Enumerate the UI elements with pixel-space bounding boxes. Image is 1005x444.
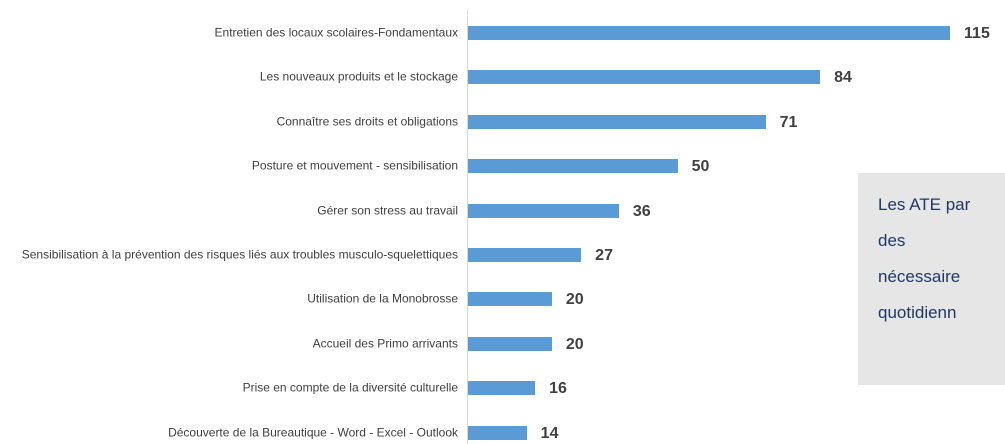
bar bbox=[468, 203, 619, 218]
data-label: 14 bbox=[540, 424, 559, 442]
category-label: Les nouveaux produits et le stockage bbox=[259, 69, 458, 84]
data-label: 84 bbox=[834, 69, 852, 87]
annotation-line: des fo bbox=[878, 231, 1005, 250]
category-label: Entretien des locaux scolaires-Fondament… bbox=[214, 25, 458, 40]
category-label: Prise en compte de la diversité culturel… bbox=[242, 380, 458, 395]
category-label: Utilisation de la Monobrosse bbox=[307, 291, 458, 306]
data-label: 20 bbox=[565, 291, 584, 309]
annotation-line: Les ATE par bbox=[878, 195, 971, 214]
category-label: Sensibilisation à la prévention des risq… bbox=[21, 247, 458, 262]
annotation-line: nécessaire bbox=[878, 267, 961, 286]
bar bbox=[468, 70, 821, 85]
bar bbox=[468, 336, 552, 351]
bar bbox=[468, 292, 552, 307]
data-label: 71 bbox=[779, 113, 798, 131]
category-label: Découverte de la Bureautique - Word - Ex… bbox=[168, 425, 458, 440]
bar bbox=[468, 114, 766, 129]
annotation-line: quotidienn bbox=[878, 303, 957, 322]
axis-line bbox=[467, 10, 468, 444]
data-label: 36 bbox=[632, 202, 651, 220]
category-label: Gérer son stress au travail bbox=[317, 203, 458, 218]
annotation-box: Les ATE par des fo nécessaire quotidienn bbox=[858, 173, 1005, 385]
bar bbox=[468, 248, 582, 262]
data-label: 27 bbox=[595, 247, 613, 264]
category-label: Accueil des Primo arrivants bbox=[312, 336, 458, 351]
bar bbox=[468, 381, 536, 396]
data-label: 115 bbox=[964, 25, 990, 42]
bar bbox=[468, 159, 678, 174]
category-label: Connaître ses droits et obligations bbox=[276, 114, 458, 129]
bar bbox=[468, 26, 951, 40]
category-label: Posture et mouvement - sensibilisation bbox=[251, 158, 458, 173]
bar bbox=[468, 425, 527, 440]
data-label: 20 bbox=[565, 335, 584, 353]
data-label: 50 bbox=[691, 158, 710, 176]
data-label: 16 bbox=[549, 380, 567, 398]
